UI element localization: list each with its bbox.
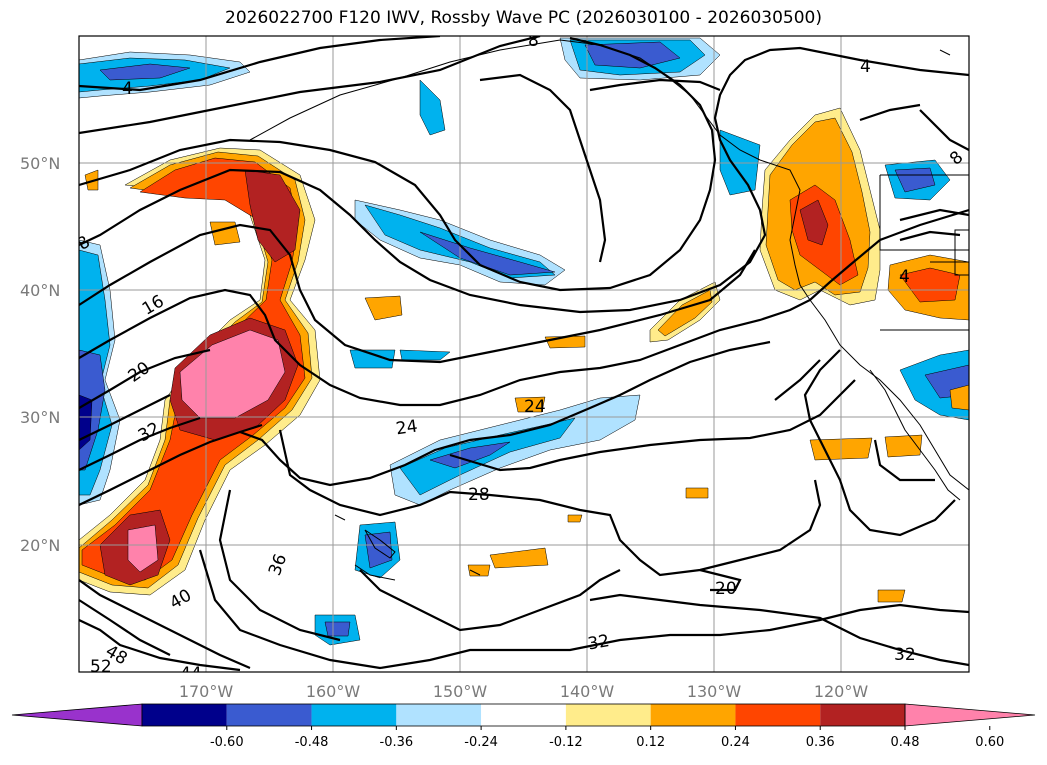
contour-label: 32 bbox=[586, 631, 611, 654]
colorbar-swatch bbox=[226, 704, 312, 726]
colorbar-tick-label: 0.48 bbox=[891, 735, 920, 750]
longitude-labels: 170°W 160°W 150°W 140°W 130°W 120°W bbox=[179, 682, 869, 701]
coastlines bbox=[249, 39, 969, 581]
lon-label: 160°W bbox=[306, 682, 361, 701]
colorbar-swatch bbox=[820, 704, 905, 726]
contour-label: 44 bbox=[180, 664, 202, 684]
lon-label: 140°W bbox=[560, 682, 615, 701]
latitude-labels: 50°N 40°N 30°N 20°N bbox=[20, 154, 60, 555]
lat-label: 30°N bbox=[20, 408, 60, 427]
colorbar-swatch bbox=[565, 704, 651, 726]
map-area: 4 8 8 16 20 24 24 28 32 36 40 44 20 32 3… bbox=[79, 31, 969, 684]
colorbar-swatch bbox=[650, 704, 736, 726]
lon-label: 130°W bbox=[687, 682, 742, 701]
contour-label: 8 bbox=[528, 31, 539, 51]
colorbar-tick-label: -0.48 bbox=[295, 735, 329, 750]
contour-label: 52 bbox=[90, 657, 112, 677]
colorbar-tick-label: -0.24 bbox=[464, 735, 498, 750]
lon-label: 120°W bbox=[814, 682, 869, 701]
colorbar-swatch bbox=[311, 704, 397, 726]
contour-label: 4 bbox=[899, 267, 910, 287]
colorbar-tick-label: -0.60 bbox=[210, 735, 244, 750]
colorbar-extend-low bbox=[11, 703, 143, 727]
contour-label: 24 bbox=[524, 397, 546, 417]
contour-label: 20 bbox=[715, 579, 737, 599]
map-title: 2026022700 F120 IWV, Rossby Wave PC (202… bbox=[225, 8, 822, 28]
contour-label: 4 bbox=[860, 57, 871, 77]
lon-label: 170°W bbox=[179, 682, 234, 701]
colorbar-swatch bbox=[481, 704, 566, 726]
colorbar-tick-label: 0.12 bbox=[636, 735, 665, 750]
colorbar-swatch bbox=[396, 704, 482, 726]
colorbar-swatch bbox=[142, 704, 227, 726]
colorbar: -0.60 -0.48 -0.36 -0.24 -0.12 0.12 0.24 0.36 0.4… bbox=[11, 703, 1036, 750]
contour-lines bbox=[79, 36, 969, 672]
contour-label: 32 bbox=[894, 645, 916, 665]
anomaly-fill-layer bbox=[79, 37, 969, 646]
lat-label: 50°N bbox=[20, 154, 60, 173]
map-frame bbox=[78, 35, 970, 673]
lon-label: 150°W bbox=[433, 682, 488, 701]
contour-label: 24 bbox=[395, 416, 419, 439]
colorbar-tick-label: 0.36 bbox=[806, 735, 835, 750]
colorbar-outline bbox=[141, 703, 906, 727]
contour-label: 4 bbox=[122, 79, 133, 99]
colorbar-tick-label: 0.24 bbox=[721, 735, 750, 750]
colorbar-swatch bbox=[735, 704, 821, 726]
colorbar-tick-label: -0.36 bbox=[380, 735, 414, 750]
lat-label: 40°N bbox=[20, 281, 60, 300]
colorbar-tick-label: -0.12 bbox=[549, 735, 583, 750]
colorbar-tick-label: 0.60 bbox=[975, 735, 1004, 750]
lat-label: 20°N bbox=[20, 536, 60, 555]
contour-label: 28 bbox=[468, 485, 490, 505]
colorbar-extend-high bbox=[904, 703, 1036, 727]
